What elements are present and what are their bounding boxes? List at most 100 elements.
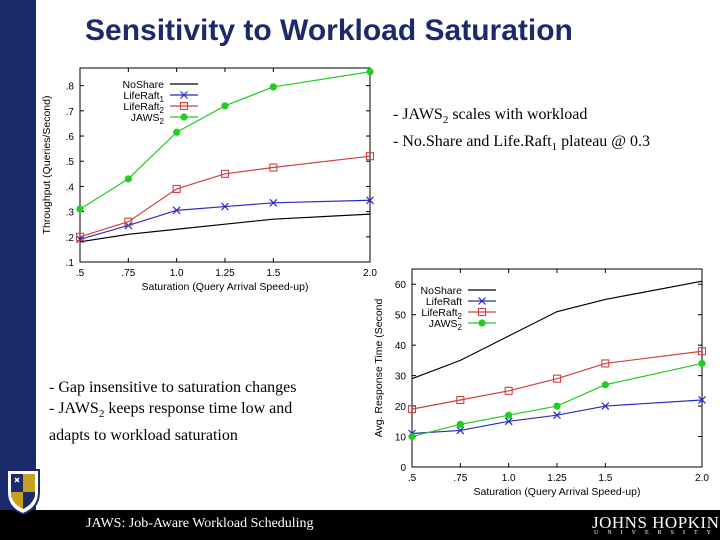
university-logo-subtext: UNIVERSITY xyxy=(594,530,720,536)
university-logo-text: JOHNS HOPKINS xyxy=(592,513,720,532)
y-tick-label: .8 xyxy=(66,82,75,93)
square-marker xyxy=(179,101,189,111)
bullet-text: plateau @ 0.3 xyxy=(557,133,651,151)
legend-subscript: 2 xyxy=(458,323,463,332)
x-marker xyxy=(478,297,486,305)
legend-name: NoShare xyxy=(421,285,463,297)
y-tick-label: .6 xyxy=(66,132,75,143)
y-tick-label: .7 xyxy=(66,107,75,118)
x-tick-label: .75 xyxy=(121,268,135,279)
dot-marker xyxy=(180,113,188,121)
bullet-line: adapts to workload saturation xyxy=(49,425,297,446)
x-marker xyxy=(601,402,610,411)
legend-label: NoShare xyxy=(421,285,463,297)
legend-label: LifeRaft2 xyxy=(421,307,462,321)
square-marker xyxy=(75,232,85,241)
series-line xyxy=(79,199,371,240)
x-marker xyxy=(504,417,513,426)
x-marker xyxy=(76,235,84,244)
legend-name: JAWS xyxy=(429,318,458,330)
y-axis-label: Throughput (Queries/Second) xyxy=(41,96,53,235)
legend-subscript: 2 xyxy=(160,117,165,126)
series-4 xyxy=(76,68,374,213)
legend-name: LifeRaft xyxy=(123,90,159,102)
dot-marker xyxy=(505,411,513,419)
y-tick-label: 20 xyxy=(395,402,407,413)
square-marker xyxy=(220,169,230,178)
x-marker xyxy=(180,91,188,99)
x-tick-label: 2.0 xyxy=(695,473,709,484)
legend-label: LifeRaft1 xyxy=(123,90,164,104)
x-marker xyxy=(366,196,374,205)
dot-marker xyxy=(269,83,277,91)
y-tick-label: 40 xyxy=(395,341,407,352)
series-3 xyxy=(75,152,375,241)
x-tick-label: 1.25 xyxy=(547,473,567,484)
dot-marker xyxy=(173,128,181,136)
bullet-text: - JAWS xyxy=(393,106,443,123)
dot-marker xyxy=(366,68,374,76)
series-2 xyxy=(76,196,374,244)
x-tick-label: 1.0 xyxy=(170,268,184,279)
x-tick-label: 1.5 xyxy=(266,268,280,279)
footer-title: JAWS: Job-Aware Workload Scheduling xyxy=(86,516,314,531)
legend-name: LifeRaft xyxy=(426,296,462,308)
legend-name: LifeRaft xyxy=(421,307,457,319)
x-tick-label: 1.0 xyxy=(502,473,516,484)
y-tick-label: .3 xyxy=(66,208,75,219)
footer-bar xyxy=(0,510,720,540)
square-marker xyxy=(504,386,513,395)
dot-marker xyxy=(553,402,561,410)
square-marker xyxy=(456,395,465,405)
legend-subscript: 2 xyxy=(160,106,165,115)
x-marker xyxy=(456,426,465,435)
response-time-chart: 0 10 20 30 40 50 60 .5 .75 1.0 1.25 1.5 2.0 Saturatio… xyxy=(373,268,709,498)
dot-marker xyxy=(221,102,229,110)
y-tick-label: 0 xyxy=(400,463,406,474)
series-1 xyxy=(79,213,371,243)
dot-marker xyxy=(478,319,486,327)
square-marker xyxy=(697,347,707,356)
legend-label: JAWS2 xyxy=(429,318,463,332)
x-marker xyxy=(269,198,278,207)
bullet-line: - Gap insensitive to saturation changes xyxy=(49,377,297,398)
y-tick-label: 10 xyxy=(395,433,407,444)
dot-marker xyxy=(408,432,416,441)
bullet-line: - JAWS2 keeps response time low and xyxy=(49,398,297,425)
legend-label: NoShare xyxy=(123,79,165,91)
x-tick-label: .5 xyxy=(76,268,85,279)
bullet-text: - No.Share and Life.Raft xyxy=(393,133,552,151)
bullet-text: keeps response time low and xyxy=(104,400,293,417)
bullet-text: - JAWS xyxy=(49,400,99,417)
y-tick-label: .5 xyxy=(66,157,75,168)
square-marker xyxy=(172,184,181,193)
series-3 xyxy=(407,347,707,414)
x-axis-label: Saturation (Query Arrival Speed-up) xyxy=(474,486,641,498)
bullets-bottom: - Gap insensitive to saturation changes -… xyxy=(49,377,297,446)
x-tick-label: .75 xyxy=(453,473,467,484)
legend-label: LifeRaft xyxy=(426,296,462,308)
bullet-line: - JAWS2 scales with workload xyxy=(393,104,650,131)
square-marker xyxy=(601,359,610,368)
y-tick-label: .4 xyxy=(66,182,75,193)
x-tick-label: 2.0 xyxy=(363,268,377,279)
x-marker xyxy=(553,411,561,420)
square-marker xyxy=(552,374,562,383)
x-tick-label: .5 xyxy=(408,473,417,484)
university-seal-icon xyxy=(6,469,40,516)
throughput-chart: .1 .2 .3 .4 .5 .6 .7 .8 .5 .75 1.0 1.25 1.5 2.0 Satura… xyxy=(41,67,377,293)
dot-marker xyxy=(76,205,84,213)
bullet-text: - Gap insensitive to saturation changes xyxy=(49,379,297,396)
y-tick-label: 30 xyxy=(395,372,407,383)
left-accent-rule xyxy=(36,0,38,510)
x-tick-label: 1.25 xyxy=(215,268,235,279)
y-tick-label: .1 xyxy=(66,258,75,269)
slide-title: Sensitivity to Workload Saturation xyxy=(85,14,573,47)
x-tick-label: 1.5 xyxy=(598,473,612,484)
legend-name: NoShare xyxy=(123,79,165,91)
y-axis-label: Avg. Response Time (Second xyxy=(373,298,385,437)
legend-name: JAWS xyxy=(131,112,160,124)
x-axis-label: Saturation (Query Arrival Speed-up) xyxy=(142,281,309,293)
square-marker xyxy=(269,163,278,172)
